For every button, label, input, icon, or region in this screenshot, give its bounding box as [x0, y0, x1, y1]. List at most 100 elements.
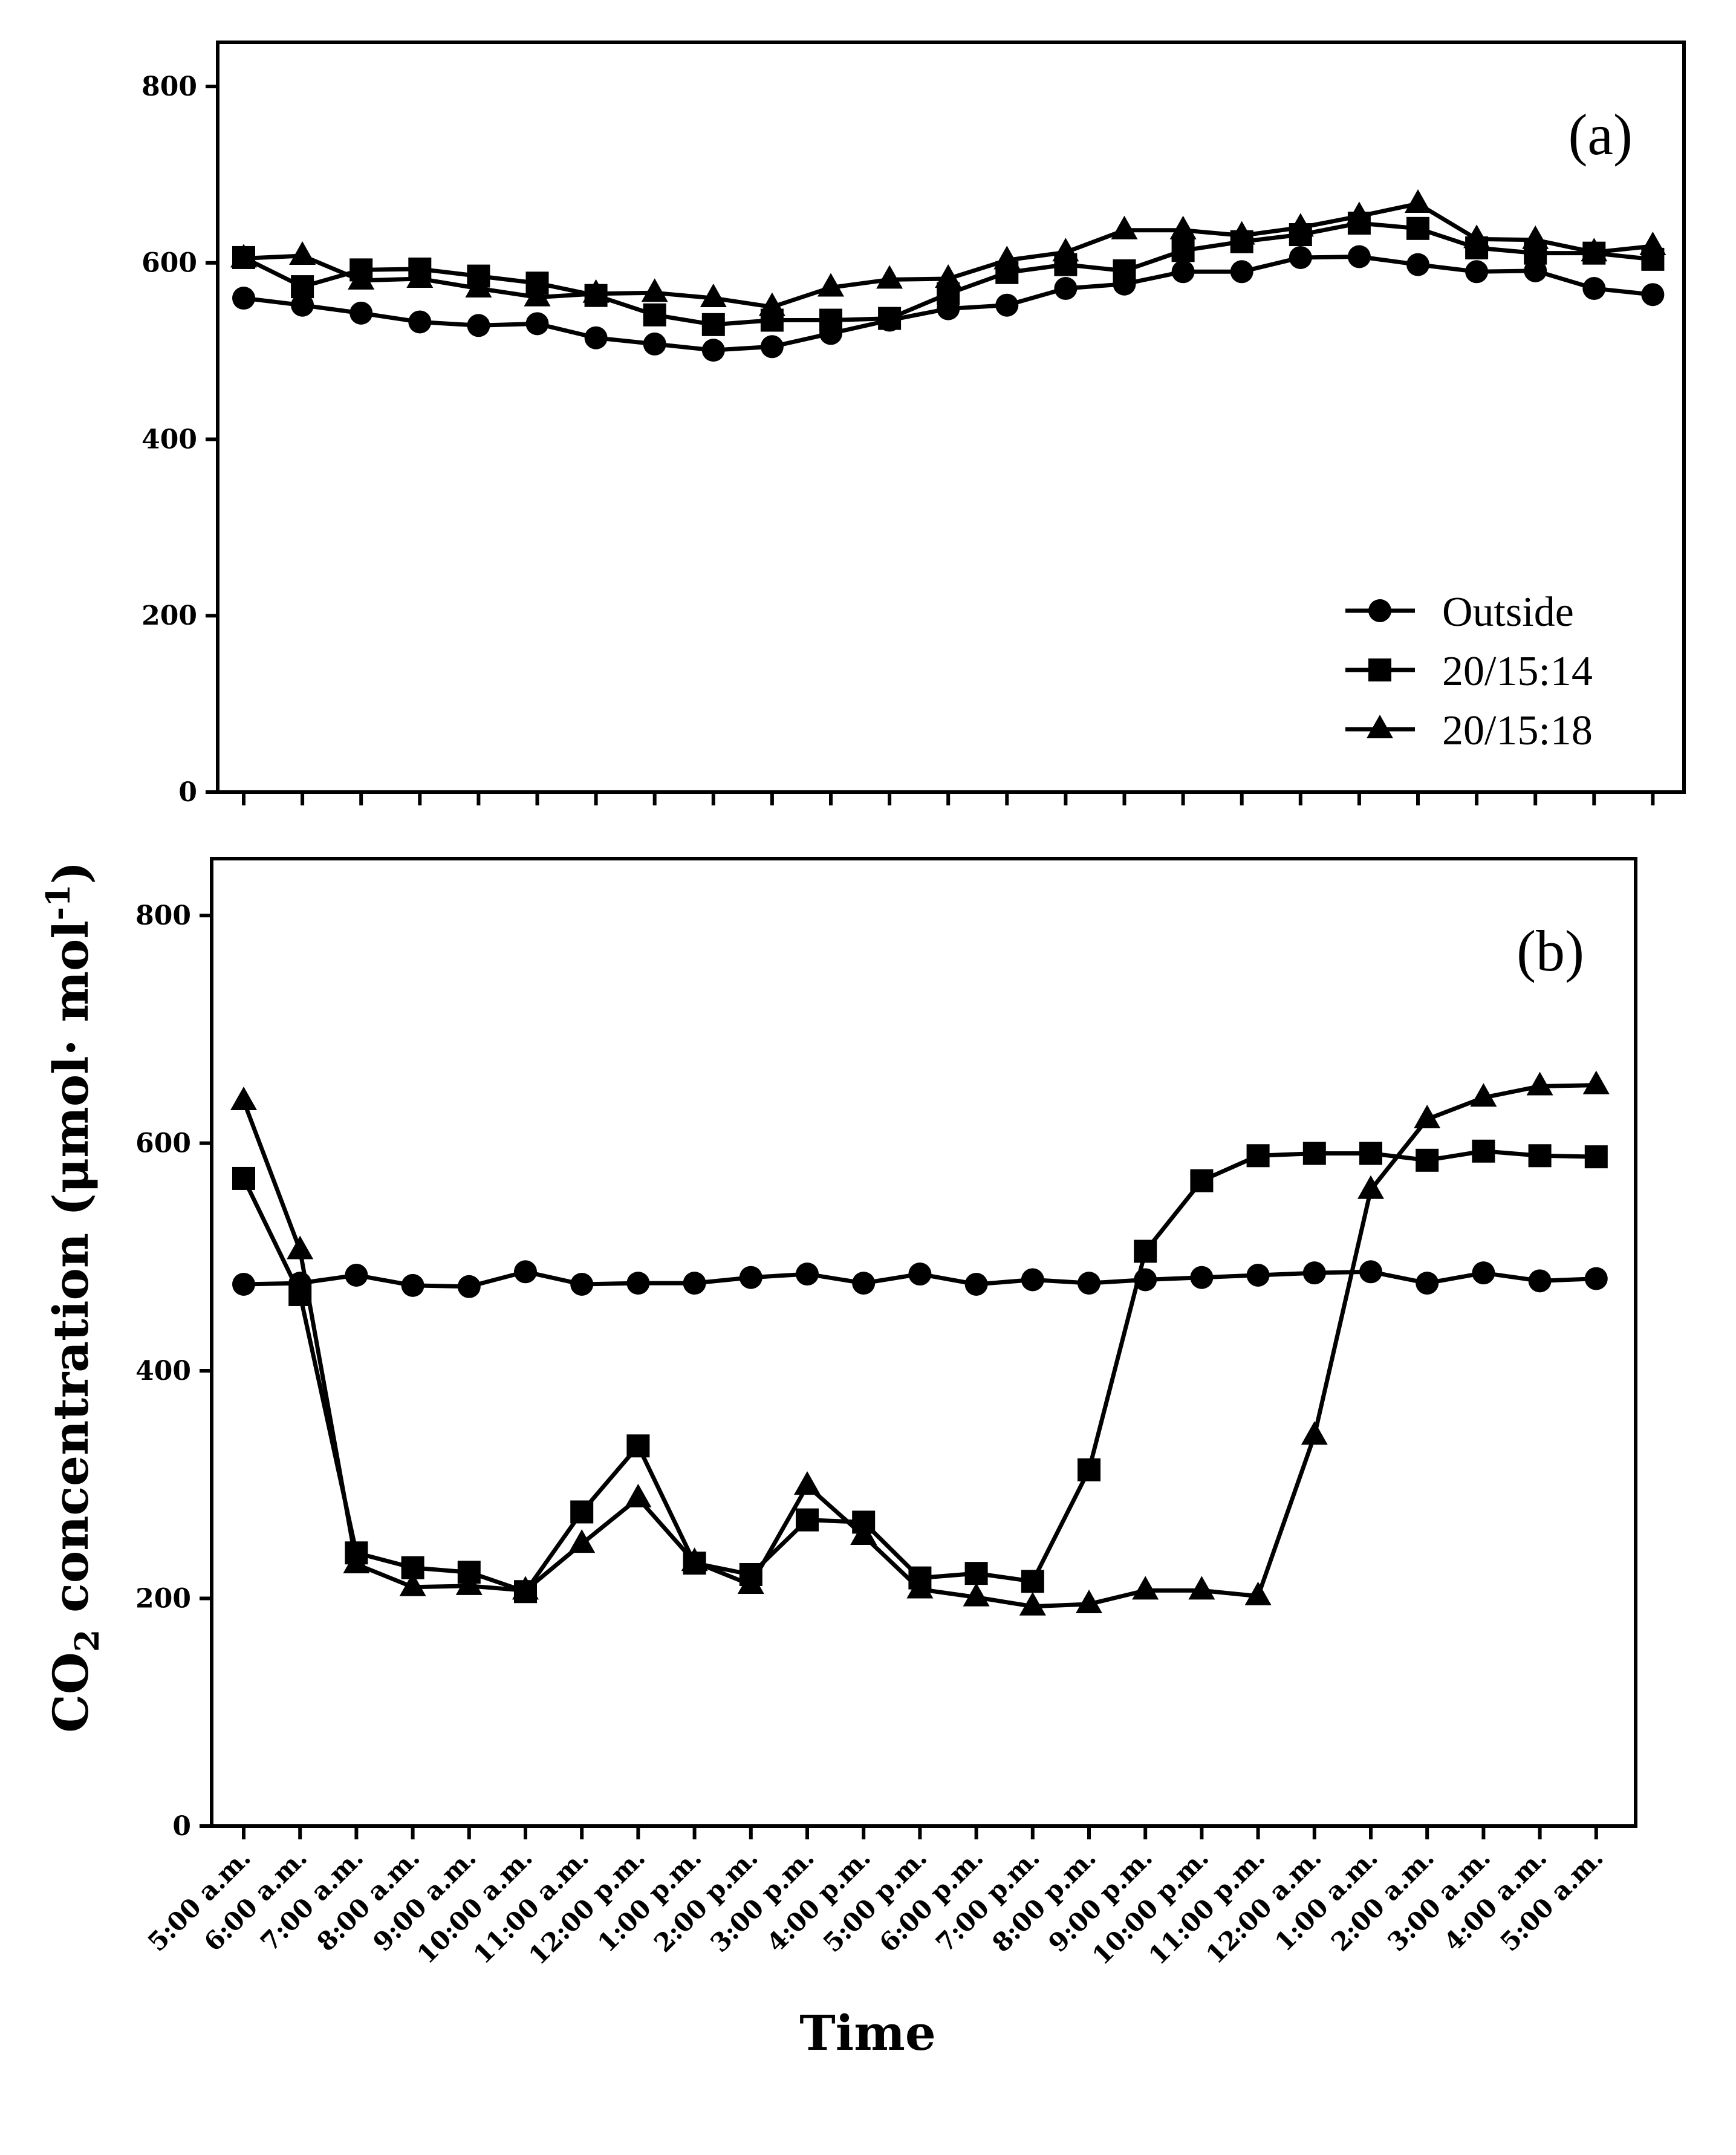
y-axis-title-sub: 2: [68, 1630, 106, 1653]
data-point-triangle: [641, 278, 668, 302]
legend-marker-square: [1368, 658, 1391, 681]
data-point-triangle: [963, 1582, 990, 1607]
data-point-circle: [1528, 1269, 1552, 1293]
data-point-triangle: [1357, 1175, 1384, 1199]
data-point-square: [1171, 239, 1195, 262]
y-axis-title-mid: concentration (μmol· mol: [42, 920, 99, 1629]
panel-label: (a): [1568, 102, 1633, 167]
data-point-circle: [345, 1263, 368, 1287]
data-point-triangle: [343, 1550, 370, 1574]
data-point-circle: [1302, 1261, 1326, 1285]
data-point-circle: [683, 1272, 706, 1295]
data-point-triangle: [1463, 224, 1491, 249]
y-axis-title-sup: -1: [39, 884, 77, 920]
y-tick-label: 400: [135, 1356, 191, 1386]
data-point-triangle: [1522, 225, 1549, 249]
data-point-circle: [1472, 1261, 1495, 1285]
data-point-triangle: [1405, 189, 1431, 213]
data-point-triangle: [348, 265, 375, 290]
data-point-triangle: [1582, 1070, 1610, 1094]
data-point-circle: [1406, 253, 1429, 276]
data-point-circle: [626, 1272, 650, 1295]
y-tick-label: 600: [141, 248, 197, 279]
data-point-square: [1472, 1139, 1495, 1163]
data-point-triangle: [512, 1576, 539, 1600]
y-tick-label: 0: [178, 777, 197, 808]
data-point-circle: [514, 1260, 537, 1284]
plot-frame: [216, 41, 1686, 794]
data-point-square: [1302, 1142, 1326, 1165]
data-point-circle: [852, 1272, 876, 1295]
data-point-square: [1584, 1145, 1608, 1169]
data-point-triangle: [700, 284, 727, 308]
panel-label: (b): [1517, 918, 1584, 983]
data-point-circle: [1230, 260, 1253, 284]
data-point-square: [570, 1500, 594, 1524]
data-point-circle: [1021, 1268, 1044, 1292]
y-axis-title-co: CO: [42, 1652, 99, 1732]
y-axis-title-end: ): [42, 861, 99, 884]
data-point-triangle: [1076, 1589, 1102, 1613]
data-point-triangle: [906, 1575, 934, 1599]
data-point-circle: [232, 287, 255, 310]
data-point-triangle: [794, 1471, 821, 1495]
data-point-triangle: [876, 265, 903, 289]
data-point-triangle: [465, 274, 492, 298]
data-point-circle: [1582, 277, 1606, 301]
data-point-circle: [291, 293, 314, 317]
data-point-circle: [408, 310, 432, 334]
data-point-triangle: [1301, 1421, 1328, 1445]
data-point-triangle: [818, 273, 844, 297]
data-point-triangle: [850, 1521, 877, 1545]
data-point-circle: [1465, 260, 1489, 284]
data-point-triangle: [399, 1572, 426, 1596]
data-point-square: [819, 308, 842, 332]
series-line-triangle: [241, 1083, 1596, 1609]
data-point-triangle: [287, 1235, 314, 1260]
data-point-triangle: [1244, 1581, 1272, 1605]
data-point-square: [626, 1434, 650, 1458]
data-point-circle: [349, 301, 373, 325]
data-point-triangle: [455, 1571, 483, 1595]
series-line-square: [241, 1149, 1596, 1594]
data-point-triangle: [1287, 213, 1314, 237]
data-point-square: [878, 307, 902, 330]
y-tick-label: 0: [172, 1811, 191, 1842]
y-tick-label: 800: [135, 900, 191, 931]
data-point-circle: [739, 1266, 762, 1289]
data-point-triangle: [1414, 1105, 1441, 1129]
y-tick-label: 200: [141, 600, 197, 631]
data-point-triangle: [1526, 1071, 1553, 1096]
data-point-circle: [525, 312, 549, 336]
data-point-circle: [908, 1263, 932, 1286]
data-point-triangle: [758, 292, 785, 316]
data-point-triangle: [935, 264, 962, 288]
data-point-triangle: [230, 1086, 257, 1110]
data-point-triangle: [993, 245, 1021, 270]
legend-marker-circle: [1368, 599, 1391, 622]
data-point-circle: [760, 335, 784, 359]
plot-frame: [210, 857, 1637, 1828]
data-point-square: [1246, 1144, 1270, 1168]
data-point-triangle: [524, 282, 551, 307]
data-point-square: [1190, 1169, 1214, 1192]
data-point-circle: [232, 1273, 255, 1296]
data-point-circle: [701, 339, 725, 362]
data-point-triangle: [625, 1483, 652, 1507]
data-point-triangle: [1111, 215, 1138, 239]
data-point-circle: [995, 293, 1019, 317]
data-point-circle: [1347, 245, 1371, 268]
data-point-square: [1359, 1142, 1382, 1165]
data-point-square: [1416, 1148, 1439, 1172]
data-point-circle: [1584, 1267, 1608, 1290]
x-axis-title: Time: [799, 2004, 935, 2061]
data-point-triangle: [582, 279, 610, 303]
data-point-circle: [1641, 283, 1665, 307]
y-tick-label: 400: [141, 424, 197, 455]
data-point-circle: [643, 332, 666, 356]
y-tick-label: 800: [141, 71, 197, 102]
legend-label: 20/15:14: [1442, 648, 1593, 695]
data-point-circle: [1246, 1263, 1270, 1287]
data-point-square: [796, 1508, 819, 1532]
